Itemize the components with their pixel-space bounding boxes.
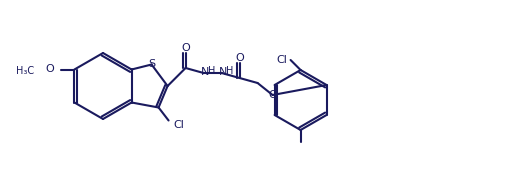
Text: O: O [181,43,190,53]
Text: S: S [148,60,155,69]
Text: N: N [201,67,209,77]
Text: O: O [268,90,277,100]
Text: H₃C: H₃C [16,67,35,76]
Text: H: H [208,66,215,76]
Text: H: H [225,66,233,76]
Text: N: N [218,67,227,77]
Text: Cl: Cl [277,55,288,65]
Text: Cl: Cl [174,121,184,130]
Text: O: O [46,64,54,75]
Text: O: O [235,53,244,63]
